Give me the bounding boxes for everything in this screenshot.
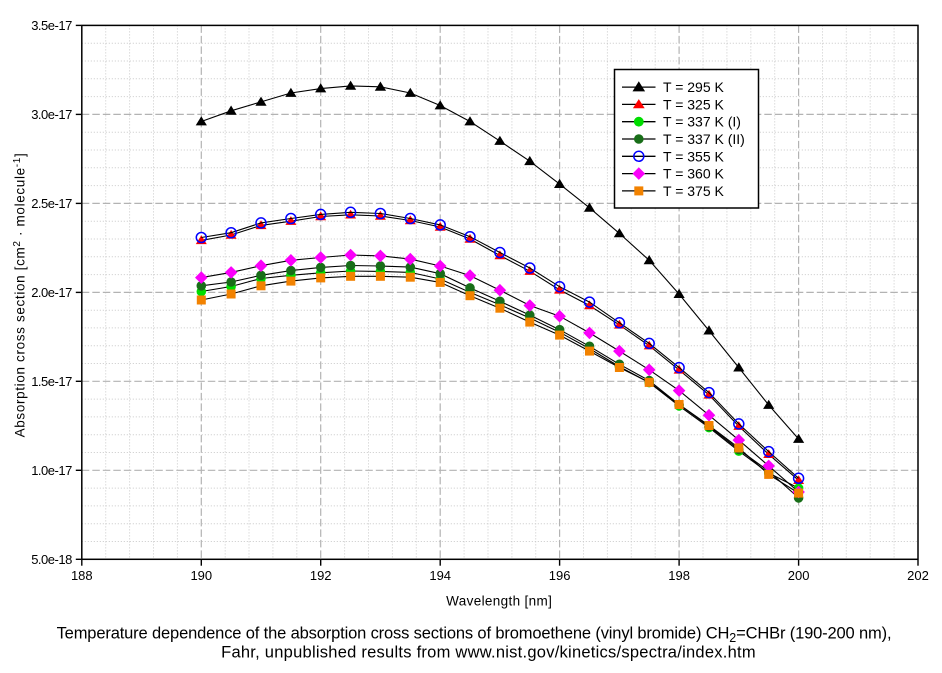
svg-text:T = 337 K (I): T = 337 K (I) [663,114,741,130]
svg-text:200: 200 [788,568,810,583]
svg-text:194: 194 [429,568,451,583]
svg-text:T = 355 K: T = 355 K [663,148,725,164]
svg-text:T = 375 K: T = 375 K [663,183,725,199]
svg-text:198: 198 [668,568,690,583]
svg-text:3.0e-17: 3.0e-17 [31,107,72,122]
svg-text:190: 190 [190,568,212,583]
svg-text:Fahr, unpublished results from: Fahr, unpublished results from www.nist.… [221,644,756,662]
svg-text:Temperature dependence of the: Temperature dependence of the absorption… [57,624,892,645]
svg-text:192: 192 [310,568,332,583]
svg-text:3.5e-17: 3.5e-17 [31,18,72,33]
svg-text:Absorption cross section [cm2: Absorption cross section [cm2 · molecule… [12,153,28,438]
svg-text:5.0e-18: 5.0e-18 [31,552,72,567]
svg-text:T = 360 K: T = 360 K [663,166,725,182]
svg-text:188: 188 [71,568,93,583]
svg-text:2.0e-17: 2.0e-17 [31,285,72,300]
svg-text:T = 337 K (II): T = 337 K (II) [663,131,745,147]
svg-text:202: 202 [907,568,929,583]
svg-text:196: 196 [549,568,571,583]
svg-text:T = 325 K: T = 325 K [663,96,725,112]
svg-text:T = 295 K: T = 295 K [663,79,725,95]
svg-text:Wavelength [nm]: Wavelength [nm] [446,594,552,609]
svg-text:1.0e-17: 1.0e-17 [31,463,72,478]
svg-text:1.5e-17: 1.5e-17 [31,374,72,389]
svg-text:2.5e-17: 2.5e-17 [31,196,72,211]
